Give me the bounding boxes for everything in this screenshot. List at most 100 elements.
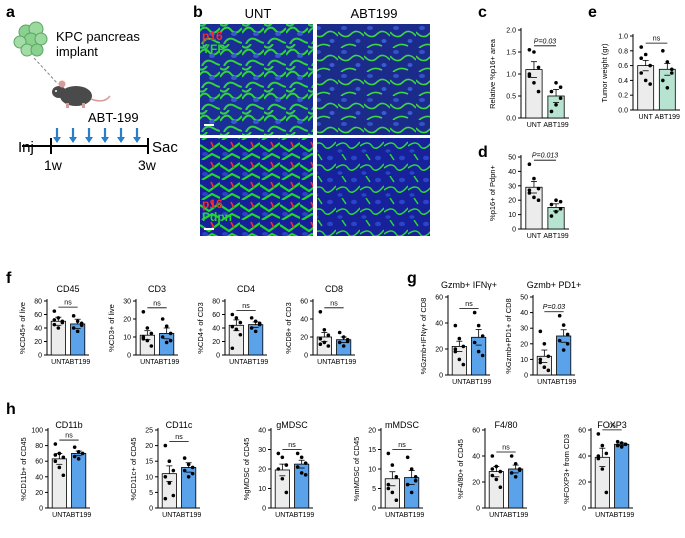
y-tick-label: 15 xyxy=(145,459,153,466)
y-tick-label: 0 xyxy=(524,373,528,380)
dose-arrowhead-4 xyxy=(101,137,109,143)
microscopy-panel: UNT ABT199 p16 YFP p16 Pdpn xyxy=(200,6,430,236)
chart-f3: 0 20 40 60 80 %CD4+ of CD3 CD4 UNT ABT199 ns xyxy=(196,284,268,366)
chart-g2: 0 10 20 30 40 50 %Gzmb+PD1+ of CD8 Gzmb+ PD1+ UN… xyxy=(504,280,581,386)
data-point xyxy=(509,454,514,458)
data-point xyxy=(234,316,239,320)
data-point xyxy=(557,338,562,343)
chart-title: CD4 xyxy=(237,284,255,294)
data-point xyxy=(648,82,652,86)
panel-letter-h: h xyxy=(6,401,16,418)
y-tick-label: 40 xyxy=(435,321,443,328)
data-point xyxy=(542,342,547,346)
data-point xyxy=(457,336,462,341)
data-point xyxy=(163,475,168,479)
data-point xyxy=(669,67,674,72)
data-point xyxy=(61,473,66,478)
y-axis-label: %F4/80+ of CD45 xyxy=(456,439,465,499)
significance-label: ns xyxy=(175,434,183,441)
data-point xyxy=(527,191,532,195)
significance-label: ns xyxy=(608,422,616,429)
y-tick-label: 10 xyxy=(258,486,266,493)
y-tick-label: 1.0 xyxy=(618,34,628,41)
y-axis-label: %CD45+ of live xyxy=(18,302,27,354)
chart-d: 0 10 20 30 40 50 %p16+ of Pdpn+ UNT ABT199 P=0.01… xyxy=(488,153,569,240)
data-point xyxy=(75,329,80,334)
y-tick-label: 2.0 xyxy=(506,28,516,35)
data-point xyxy=(453,323,458,328)
data-point xyxy=(168,331,173,336)
micro-image-unt-pdpn xyxy=(200,138,313,236)
label-3w: 3w xyxy=(138,157,157,173)
data-point xyxy=(600,443,605,448)
x-category-label: ABT199 xyxy=(543,233,568,240)
data-point xyxy=(554,103,558,107)
x-category-label: ABT199 xyxy=(399,512,424,519)
bar-abt199 xyxy=(614,443,630,509)
data-point xyxy=(669,71,674,75)
data-point xyxy=(476,349,481,354)
data-point xyxy=(56,326,61,330)
stain-pdpn: Pdpn xyxy=(202,210,232,224)
data-point xyxy=(604,451,609,456)
y-tick-label: 20 xyxy=(508,198,516,205)
data-point xyxy=(145,326,150,330)
data-point xyxy=(160,317,165,321)
data-point xyxy=(303,461,308,465)
data-point xyxy=(405,482,410,487)
y-tick-label: 20 xyxy=(123,317,131,324)
data-point xyxy=(536,65,541,70)
data-point xyxy=(538,360,543,365)
y-axis-label: %CD3+ of live xyxy=(107,304,116,352)
chart-h3: 0 10 20 30 40 %gMDSC of CD45 gMDSC UNT ABT199 ns xyxy=(242,420,314,519)
chart-f2: 0 10 20 30 %CD3+ of live CD3 UNT ABT199 ns xyxy=(107,284,179,366)
x-category-label: ABT199 xyxy=(154,359,179,366)
data-point xyxy=(457,357,462,362)
data-point xyxy=(253,329,258,334)
data-point xyxy=(600,467,605,471)
data-point xyxy=(596,454,601,458)
data-point xyxy=(238,332,243,337)
y-tick-label: 30 xyxy=(520,326,528,333)
y-axis-label: Relative %p16+ area xyxy=(488,38,497,109)
data-point xyxy=(409,467,414,471)
y-tick-label: 80 xyxy=(212,299,220,306)
x-category-label: ABT199 xyxy=(65,359,90,366)
micro-image-abt-pdpn xyxy=(317,138,430,236)
y-tick-label: 20 xyxy=(212,339,220,346)
data-point xyxy=(490,467,495,471)
implant-label: KPC pancreas xyxy=(56,29,140,44)
micro-image-unt-yfp xyxy=(200,24,313,135)
data-point xyxy=(461,362,466,367)
y-tick-label: 15 xyxy=(368,447,376,454)
data-point xyxy=(163,443,168,448)
chart-title: mMDSC xyxy=(385,420,419,430)
y-axis-label: %CD11c+ of CD45 xyxy=(129,437,138,500)
data-point xyxy=(386,482,391,487)
y-tick-label: 0 xyxy=(127,353,131,360)
y-tick-label: 0.2 xyxy=(618,93,628,100)
y-tick-label: 80 xyxy=(35,443,43,450)
chart-h1: 0 20 40 60 80 100%CD11b+ of CD45 CD11b UNT ABT19… xyxy=(19,420,91,519)
stain-yfp: YFP xyxy=(202,42,225,56)
micro-image-abt-yfp xyxy=(317,24,430,135)
bar-unt xyxy=(161,473,177,509)
y-tick-label: 20 xyxy=(145,443,153,450)
y-tick-label: 20 xyxy=(258,467,266,474)
data-point xyxy=(661,78,665,83)
data-point xyxy=(453,349,458,354)
data-point xyxy=(322,340,327,345)
panel-letter-c: c xyxy=(478,4,487,21)
data-point xyxy=(665,86,670,90)
x-category-label: ABT199 xyxy=(609,512,634,519)
data-point xyxy=(190,465,195,470)
data-point xyxy=(643,52,648,57)
data-point xyxy=(390,463,395,467)
label-1w: 1w xyxy=(44,157,63,173)
drug-label: ABT-199 xyxy=(88,110,139,125)
data-point xyxy=(182,468,187,473)
data-point xyxy=(536,186,541,191)
y-tick-label: 60 xyxy=(35,459,43,466)
data-point xyxy=(168,338,173,343)
